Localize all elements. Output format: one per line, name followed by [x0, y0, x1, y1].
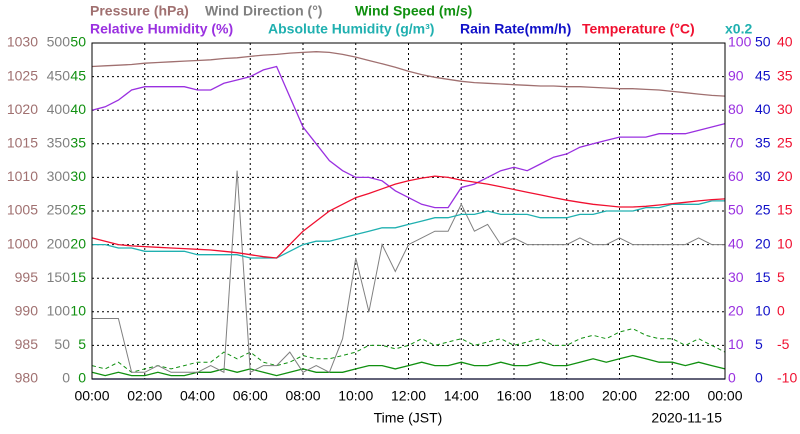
- y-tick-label: 100: [47, 303, 71, 319]
- legend-entry: Wind Speed (m/s): [355, 3, 472, 19]
- y-tick-label: 45: [755, 67, 771, 83]
- plot-frame: [91, 42, 726, 380]
- y-tick-label: 450: [47, 67, 71, 83]
- y-tick-label: 5: [777, 269, 785, 285]
- date-label: 2020-11-15: [651, 410, 722, 426]
- data-line: [92, 170, 725, 374]
- y-tick-label: 10: [70, 303, 86, 319]
- y-tick-label: 5: [78, 336, 86, 352]
- y-tick-label: 50: [54, 336, 70, 352]
- y-tick-label: 15: [755, 269, 771, 285]
- legend-entry: Wind Direction (°): [205, 3, 322, 19]
- y-tick-label: 0: [755, 370, 763, 386]
- x-tick-label: 18:00: [549, 388, 584, 404]
- y-tick-label: 20: [70, 235, 86, 251]
- x-axis-label: Time (JST): [374, 410, 443, 426]
- y-tick-label: 20: [777, 168, 793, 184]
- x-tick-label: 00:00: [707, 388, 742, 404]
- y-tick-label: 35: [755, 135, 771, 151]
- y-tick-label: 0: [728, 370, 736, 386]
- y-tick-label: 15: [777, 202, 793, 218]
- y-tick-label: 0: [78, 370, 86, 386]
- x-tick-label: 06:00: [233, 388, 268, 404]
- y-tick-label: -10: [777, 370, 797, 386]
- y-tick-label: 40: [728, 235, 744, 251]
- y-tick-label: 0: [777, 303, 785, 319]
- y-tick-label: 40: [777, 34, 793, 50]
- x-tick-label: 14:00: [444, 388, 479, 404]
- y-tick-label: 1005: [7, 202, 38, 218]
- y-tick-label: 995: [15, 269, 39, 285]
- y-tick-label: 0: [62, 370, 70, 386]
- y-tick-label: 30: [755, 168, 771, 184]
- y-tick-label: 15: [70, 269, 86, 285]
- y-tick-label: 1000: [7, 235, 38, 251]
- y-tick-label: 40: [755, 101, 771, 117]
- y-tick-label: 150: [47, 269, 71, 285]
- y-tick-label: 1015: [7, 135, 38, 151]
- y-tick-label: 400: [47, 101, 71, 117]
- y-tick-label: 45: [70, 67, 86, 83]
- data-line: [91, 65, 726, 209]
- y-tick-label: 10: [777, 235, 793, 251]
- y-tick-label: 10: [728, 336, 744, 352]
- y-tick-label: 25: [755, 202, 771, 218]
- y-tick-label: 25: [777, 135, 793, 151]
- x-tick-label: 08:00: [285, 388, 320, 404]
- y-tick-label: 5: [755, 336, 763, 352]
- y-tick-label: 30: [777, 101, 793, 117]
- legend-entry: Absolute Humidity (g/m³): [268, 21, 434, 37]
- y-tick-label: 100: [728, 34, 752, 50]
- legend-entry: Temperature (°C): [582, 21, 695, 37]
- y-tick-label: 40: [70, 101, 86, 117]
- x-tick-label: 16:00: [496, 388, 531, 404]
- y-tick-label: 200: [47, 235, 71, 251]
- x-tick-label: 20:00: [602, 388, 637, 404]
- y-tick-label: 50: [728, 202, 744, 218]
- y-tick-label: 10: [755, 303, 771, 319]
- y-tick-label: 35: [777, 67, 793, 83]
- x-tick-label: 22:00: [655, 388, 690, 404]
- y-tick-label: 250: [47, 202, 71, 218]
- y-tick-label: 50: [755, 34, 771, 50]
- y-tick-label: 70: [728, 135, 744, 151]
- data-line: [91, 175, 726, 259]
- x-tick-label: 00:00: [74, 388, 109, 404]
- y-tick-label: 90: [728, 67, 744, 83]
- y-tick-label: 30: [728, 269, 744, 285]
- x-tick-label: 10:00: [338, 388, 373, 404]
- y-tick-label: -5: [777, 336, 790, 352]
- y-tick-label: 1020: [7, 101, 38, 117]
- y-tick-label: 500: [47, 34, 71, 50]
- y-tick-label: 1030: [7, 34, 38, 50]
- y-tick-label: 990: [15, 303, 39, 319]
- y-tick-label: 20: [728, 303, 744, 319]
- y-tick-label: 35: [70, 135, 86, 151]
- data-line: [92, 200, 725, 259]
- y-tick-label: 25: [70, 202, 86, 218]
- y-tick-label: 20: [755, 235, 771, 251]
- x-tick-label: 12:00: [391, 388, 426, 404]
- legend-entry: Pressure (hPa): [90, 3, 189, 19]
- scale-label: x0.2: [725, 21, 752, 37]
- data-line: [91, 51, 726, 97]
- data-line: [91, 328, 726, 373]
- y-tick-label: 985: [15, 336, 39, 352]
- y-tick-label: 60: [728, 168, 744, 184]
- y-tick-label: 300: [47, 168, 71, 184]
- y-tick-label: 1025: [7, 67, 38, 83]
- x-tick-label: 02:00: [127, 388, 162, 404]
- y-tick-label: 980: [15, 370, 39, 386]
- y-tick-label: 1010: [7, 168, 38, 184]
- y-tick-label: 30: [70, 168, 86, 184]
- legend-entry: Relative Humidity (%): [90, 21, 233, 37]
- legend-entry: Rain Rate(mm/h): [460, 21, 571, 37]
- x-tick-label: 04:00: [180, 388, 215, 404]
- y-tick-label: 50: [70, 34, 86, 50]
- y-tick-label: 80: [728, 101, 744, 117]
- y-tick-label: 350: [47, 135, 71, 151]
